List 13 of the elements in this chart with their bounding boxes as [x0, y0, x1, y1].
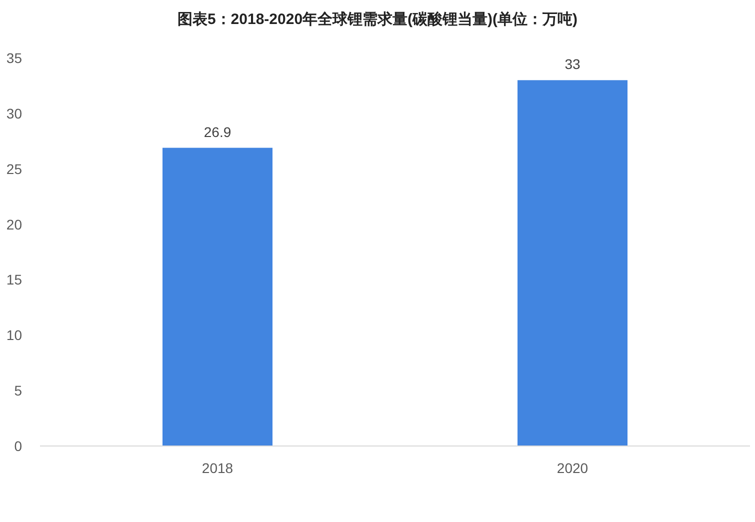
data-label: 26.9: [204, 124, 232, 140]
y-tick-label: 25: [6, 160, 22, 177]
y-tick-label: 35: [6, 50, 22, 66]
x-tick-label: 2018: [202, 460, 234, 476]
data-label: 33: [564, 56, 580, 72]
y-tick-label: 20: [6, 216, 22, 232]
y-tick-label: 15: [6, 272, 22, 288]
x-tick-label: 2020: [556, 460, 588, 476]
y-tick-label: 10: [6, 327, 22, 344]
y-tick-label: 30: [6, 105, 22, 122]
y-tick-label: 5: [14, 382, 22, 399]
chart-title: 图表5：2018-2020年全球锂需求量(碳酸锂当量)(单位：万吨): [177, 11, 578, 28]
y-tick-label: 0: [14, 438, 22, 454]
